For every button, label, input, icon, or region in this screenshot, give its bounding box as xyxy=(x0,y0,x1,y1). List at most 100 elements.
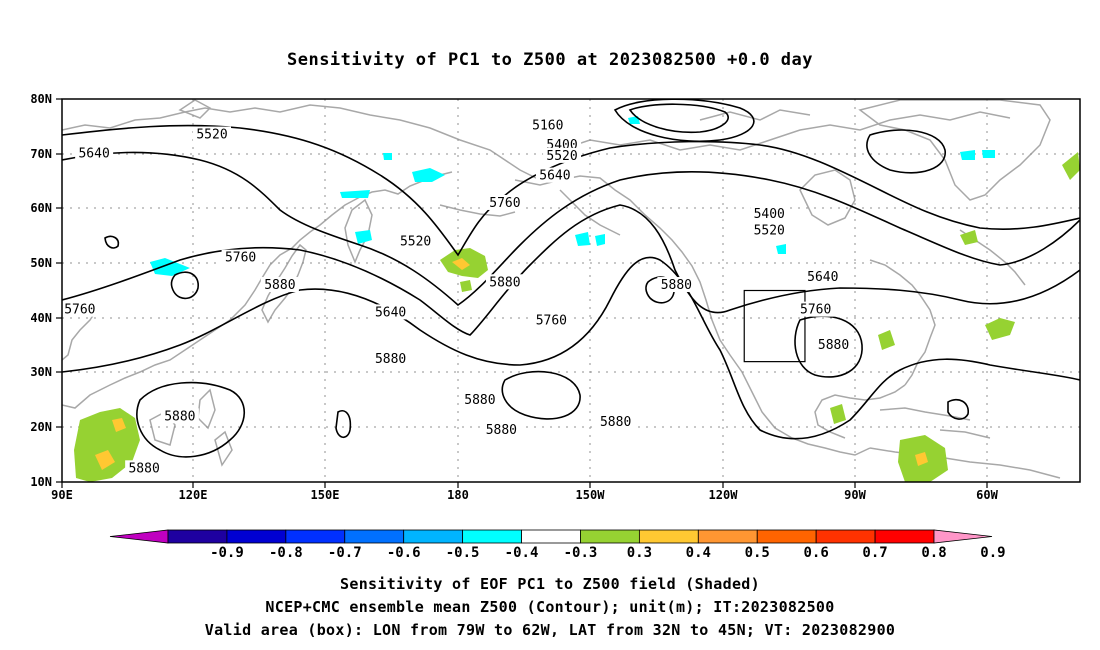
contour-label-bg xyxy=(260,277,299,293)
contour-closed xyxy=(170,271,199,300)
contour-label-bg xyxy=(396,233,435,249)
colorbar-cell xyxy=(462,529,522,544)
contour-label: 5880 xyxy=(486,423,517,438)
colorbar-low-triangle xyxy=(109,529,169,544)
shade-patch xyxy=(985,318,1015,340)
colorbar-cell xyxy=(285,529,346,544)
shade-patch xyxy=(878,330,895,350)
lat-label: 30N xyxy=(30,365,52,379)
colorbar-label: -0.5 xyxy=(446,545,480,561)
shade-patch xyxy=(340,190,370,198)
axis-ticks xyxy=(56,98,988,488)
shade-patch xyxy=(112,418,126,432)
contour-label-bg xyxy=(125,460,164,476)
shade-patch xyxy=(915,452,928,466)
lat-labels: 80N 70N 60N 50N 40N 30N 20N 10N xyxy=(30,92,52,489)
contour-label: 5640 xyxy=(78,147,109,162)
colorbar-cell xyxy=(344,529,405,544)
colorbar-cell xyxy=(226,529,287,544)
contour-label: 5160 xyxy=(532,118,563,133)
contour-label-bg xyxy=(193,126,232,142)
colorbar-high-triangle xyxy=(933,529,993,544)
contour-5880-closed xyxy=(794,315,863,378)
contour-label: 5760 xyxy=(489,196,520,211)
colorbar-label: 0.5 xyxy=(745,545,770,561)
shade-patch xyxy=(383,153,392,160)
lon-label: 150W xyxy=(576,488,606,502)
lon-label: 150E xyxy=(311,488,340,502)
contour-label-bg xyxy=(482,422,521,438)
contour-label-bg xyxy=(160,408,199,424)
contour-label-bg xyxy=(796,301,835,317)
lat-label: 70N xyxy=(30,147,52,161)
shade-patch xyxy=(95,450,115,470)
contour-label: 5880 xyxy=(264,278,295,293)
shade-patch xyxy=(960,150,975,160)
colorbar-label: -0.6 xyxy=(387,545,421,561)
shade-patch xyxy=(776,244,786,254)
contour-label-bg xyxy=(485,274,524,290)
lon-label: 120E xyxy=(179,488,208,502)
contour-label: 5880 xyxy=(464,393,495,408)
contour-label: 5520 xyxy=(196,128,227,143)
shade-patch xyxy=(460,280,472,292)
colorbar-label: 0.4 xyxy=(686,545,711,561)
contour-label: 5640 xyxy=(807,270,838,285)
shade-patch xyxy=(575,232,590,246)
lat-label: 60N xyxy=(30,201,52,215)
coastlines xyxy=(62,99,1061,479)
contour-label-bg xyxy=(221,249,260,265)
contour-label-bg xyxy=(485,194,524,210)
contour-label: 5400 xyxy=(754,207,785,222)
contour-label-bg xyxy=(750,222,789,238)
colorbar-label: 0.7 xyxy=(862,545,887,561)
colorbar-label: 0.9 xyxy=(980,545,1005,561)
colorbar-cell xyxy=(874,529,935,544)
colorbar-label: -0.4 xyxy=(505,545,539,561)
colorbar-label: -0.8 xyxy=(269,545,303,561)
lat-label: 80N xyxy=(30,92,52,106)
contour-label-bg xyxy=(371,350,410,366)
caption-line-2: NCEP+CMC ensemble mean Z500 (Contour); u… xyxy=(265,598,835,616)
colorbar: -0.9 -0.8 -0.7 -0.6 -0.5 -0.4 -0.3 0.3 0.4 0.5 0.6… xyxy=(109,529,1006,561)
shade-patch xyxy=(150,258,190,276)
contour-closed xyxy=(335,410,352,439)
shade-patch xyxy=(960,230,978,245)
contour-label-bg xyxy=(60,301,99,317)
lat-label: 20N xyxy=(30,420,52,434)
contour-label: 5880 xyxy=(600,415,631,430)
contour-label-bg xyxy=(535,167,574,183)
z500-contours xyxy=(62,99,1080,458)
shade-patch xyxy=(452,258,470,270)
caption-line-1: Sensitivity of EOF PC1 to Z500 field (Sh… xyxy=(340,575,760,593)
colorbar-label: 0.3 xyxy=(627,545,652,561)
colorbar-cell xyxy=(580,529,640,544)
colorbar-cell xyxy=(638,529,699,544)
shade-patch xyxy=(982,150,995,158)
contour-label-bg xyxy=(75,145,114,161)
colorbar-label: 0.6 xyxy=(804,545,829,561)
contour-label: 5880 xyxy=(489,275,520,290)
contour-label: 5760 xyxy=(64,303,95,318)
contour-label: 5880 xyxy=(661,278,692,293)
sensitivity-shading xyxy=(74,116,1080,482)
colorbar-cell xyxy=(521,529,581,544)
contour-label-bg xyxy=(528,117,567,133)
shade-patch xyxy=(595,234,605,246)
contour-label: 5880 xyxy=(128,461,159,476)
contour-label-bg xyxy=(543,147,582,163)
contour-label-bg xyxy=(596,413,635,429)
map-title: Sensitivity of PC1 to Z500 at 2023082500… xyxy=(286,50,813,70)
contour-5640 xyxy=(62,151,1080,307)
contour-label-bg xyxy=(371,304,410,320)
contour-closed xyxy=(866,129,946,174)
contour-5880 xyxy=(62,256,1080,440)
shade-patch xyxy=(355,230,372,244)
contour-label-bg xyxy=(532,312,571,328)
shade-patch xyxy=(1062,152,1080,180)
lon-label: 120W xyxy=(709,488,739,502)
valid-area-box xyxy=(743,289,806,363)
colorbar-label: -0.3 xyxy=(564,545,598,561)
contour-label: 5880 xyxy=(818,338,849,353)
